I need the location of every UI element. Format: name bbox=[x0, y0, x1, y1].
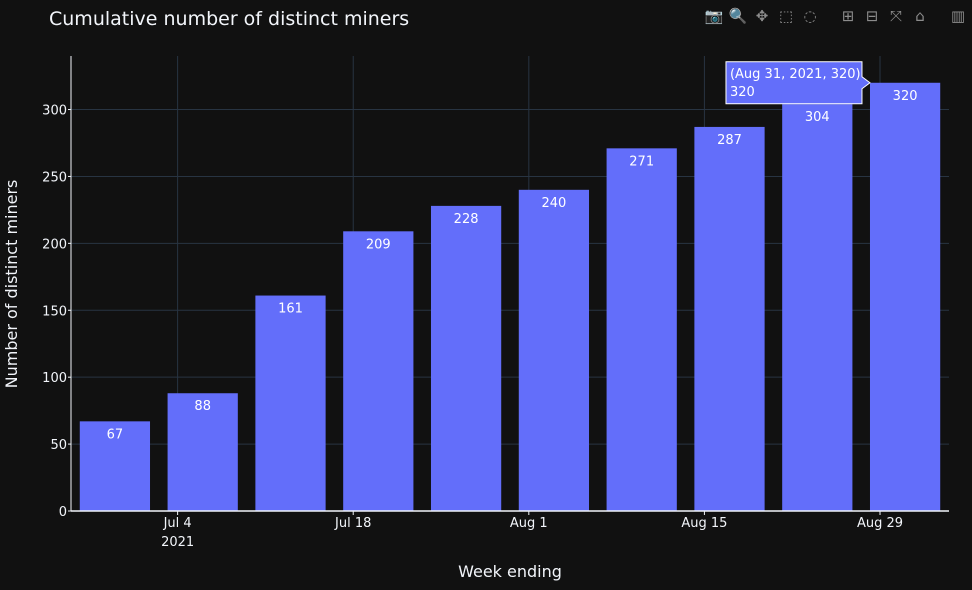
home-icon[interactable]: ⌂ bbox=[915, 7, 925, 25]
y-tick-labels: 0 50 100 150 200 250 300 bbox=[42, 104, 67, 520]
y-tick-label: 150 bbox=[42, 304, 67, 319]
zoom-icon[interactable]: 🔍 bbox=[728, 7, 748, 25]
zoom-out-icon[interactable]: ⊟ bbox=[865, 7, 879, 25]
y-tick-label: 200 bbox=[42, 237, 67, 252]
bar-value-label: 161 bbox=[278, 302, 303, 317]
hover-line-1: (Aug 31, 2021, 320) bbox=[730, 67, 861, 82]
x-axis-title: Week ending bbox=[458, 562, 562, 581]
x-tick-label: Aug 1 bbox=[510, 516, 548, 531]
bar-value-label: 88 bbox=[194, 399, 211, 414]
pan-icon[interactable]: ✥ bbox=[755, 7, 769, 25]
y-tick-label: 300 bbox=[42, 104, 67, 119]
bar-value-label: 67 bbox=[107, 427, 124, 442]
y-tick-label: 0 bbox=[59, 505, 67, 520]
bar[interactable] bbox=[430, 205, 502, 511]
bar[interactable] bbox=[167, 393, 238, 511]
chart-title: Cumulative number of distinct miners bbox=[49, 8, 410, 30]
box-select-icon[interactable]: ⬚ bbox=[778, 7, 794, 25]
bar[interactable] bbox=[782, 104, 853, 512]
y-tick-label: 100 bbox=[42, 371, 67, 386]
bar[interactable] bbox=[606, 148, 677, 511]
zoom-in-icon[interactable]: ⊞ bbox=[841, 7, 855, 25]
plotly-logo-icon[interactable]: ▥ bbox=[950, 7, 966, 25]
autoscale-icon[interactable]: ⤧ bbox=[889, 7, 902, 25]
hover-tooltip: (Aug 31, 2021, 320) 320 bbox=[725, 61, 871, 105]
bar-value-label: 304 bbox=[805, 110, 830, 125]
bar-value-label: 240 bbox=[541, 196, 566, 211]
bar-value-label: 228 bbox=[454, 212, 479, 227]
x-tick-label: Aug 29 bbox=[857, 516, 903, 531]
x-tick-labels: Jul 4 2021 Jul 18 Aug 1 Aug 15 Aug 29 bbox=[161, 516, 903, 550]
bar-value-label: 271 bbox=[629, 154, 654, 169]
bar[interactable] bbox=[869, 82, 941, 511]
y-axis-title: Number of distinct miners bbox=[2, 180, 21, 389]
x-tick-sublabel: 2021 bbox=[161, 535, 194, 550]
bar[interactable] bbox=[518, 189, 590, 511]
hover-line-2: 320 bbox=[730, 85, 755, 100]
axes bbox=[68, 56, 949, 515]
y-tick-label: 50 bbox=[50, 438, 67, 453]
lasso-select-icon[interactable]: ◌ bbox=[803, 7, 817, 25]
bars: 67 88 161 209 228 240 271 287 304 320 bbox=[79, 82, 941, 512]
x-tick-label: Aug 15 bbox=[681, 516, 727, 531]
hover-box bbox=[725, 61, 871, 105]
modebar: 📷 🔍 ✥ ⬚ ◌ ⊞ ⊟ ⤧ ⌂ ▥ bbox=[704, 6, 968, 26]
bar[interactable] bbox=[694, 126, 765, 512]
bar-value-label: 287 bbox=[717, 133, 742, 148]
bar[interactable] bbox=[343, 231, 414, 511]
x-tick-label: Jul 4 bbox=[163, 516, 192, 531]
camera-icon[interactable]: 📷 bbox=[704, 7, 724, 25]
bar-value-label: 320 bbox=[893, 89, 918, 104]
y-tick-label: 250 bbox=[42, 170, 67, 185]
bar[interactable] bbox=[79, 421, 151, 511]
bar[interactable] bbox=[255, 295, 326, 511]
bar-value-label: 209 bbox=[366, 237, 391, 252]
x-tick-label: Jul 18 bbox=[334, 516, 371, 531]
